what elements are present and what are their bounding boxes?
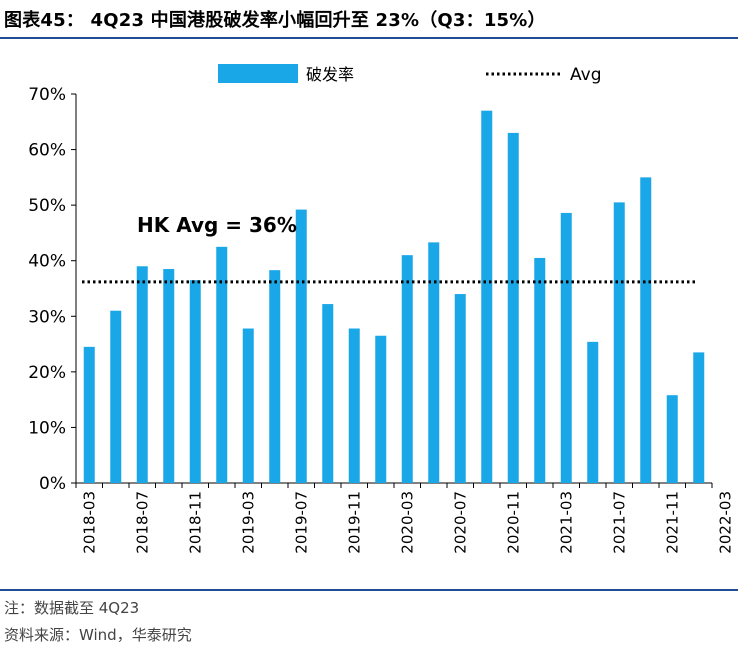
bar bbox=[216, 246, 228, 483]
bar bbox=[481, 110, 493, 484]
x-tick-label: 2019-11 bbox=[345, 491, 363, 554]
x-tick-label: 2021-03 bbox=[557, 491, 575, 554]
bar bbox=[560, 212, 572, 483]
chart-title: 图表45： 4Q23 中国港股破发率小幅回升至 23%（Q3：15%） bbox=[4, 10, 546, 31]
y-tick-label: 40% bbox=[28, 252, 66, 272]
bar bbox=[295, 209, 307, 484]
x-tick-label: 2021-11 bbox=[663, 491, 681, 554]
bar bbox=[587, 341, 599, 483]
bar bbox=[454, 294, 466, 483]
bar bbox=[322, 304, 334, 483]
bar bbox=[401, 255, 413, 483]
x-tick-label: 2020-03 bbox=[398, 491, 416, 554]
bar bbox=[189, 280, 201, 483]
bar bbox=[242, 328, 254, 483]
x-tick-label: 2020-11 bbox=[504, 491, 522, 554]
x-tick-label: 2022-03 bbox=[716, 491, 734, 554]
bar bbox=[613, 202, 625, 483]
x-tick-label: 2018-11 bbox=[186, 491, 204, 554]
bar-chart: 0% 10% 20% 30% 40% 50% 60% 70% 2018-03 2018-07 201… bbox=[28, 64, 734, 554]
y-tick-label: 0% bbox=[39, 474, 66, 494]
y-tick-label: 70% bbox=[28, 85, 66, 105]
source-note: 资料来源：Wind，华泰研究 bbox=[4, 626, 192, 644]
bar bbox=[136, 266, 148, 483]
x-tick-label: 2020-07 bbox=[451, 491, 469, 554]
legend-swatch-bar bbox=[218, 64, 298, 83]
y-tick-label: 20% bbox=[28, 363, 66, 383]
bar bbox=[348, 328, 360, 483]
x-tick-label: 2018-07 bbox=[133, 491, 151, 554]
x-tick-label: 2021-07 bbox=[610, 491, 628, 554]
bar bbox=[693, 352, 705, 483]
title-divider bbox=[0, 37, 738, 39]
bar bbox=[269, 270, 281, 483]
legend-label-avg: Avg bbox=[570, 65, 602, 85]
x-tick-label: 2019-03 bbox=[239, 491, 257, 554]
bar bbox=[110, 310, 122, 483]
bar bbox=[83, 346, 95, 483]
y-tick-label: 30% bbox=[28, 307, 66, 327]
footer-divider bbox=[0, 589, 738, 591]
bar bbox=[640, 177, 652, 483]
legend-label-bar: 破发率 bbox=[306, 65, 354, 84]
footnote: 注：数据截至 4Q23 bbox=[4, 599, 140, 617]
y-tick-label: 60% bbox=[28, 141, 66, 161]
average-annotation: HK Avg = 36% bbox=[137, 213, 297, 237]
x-tick-label: 2018-03 bbox=[80, 491, 98, 554]
bar bbox=[428, 242, 440, 483]
y-tick-label: 10% bbox=[28, 418, 66, 438]
y-tick-label: 50% bbox=[28, 196, 66, 216]
bar bbox=[163, 269, 175, 483]
bar bbox=[534, 257, 546, 483]
bar bbox=[666, 395, 678, 483]
x-tick-label: 2019-07 bbox=[292, 491, 310, 554]
bar bbox=[507, 132, 519, 483]
bar bbox=[375, 335, 387, 483]
